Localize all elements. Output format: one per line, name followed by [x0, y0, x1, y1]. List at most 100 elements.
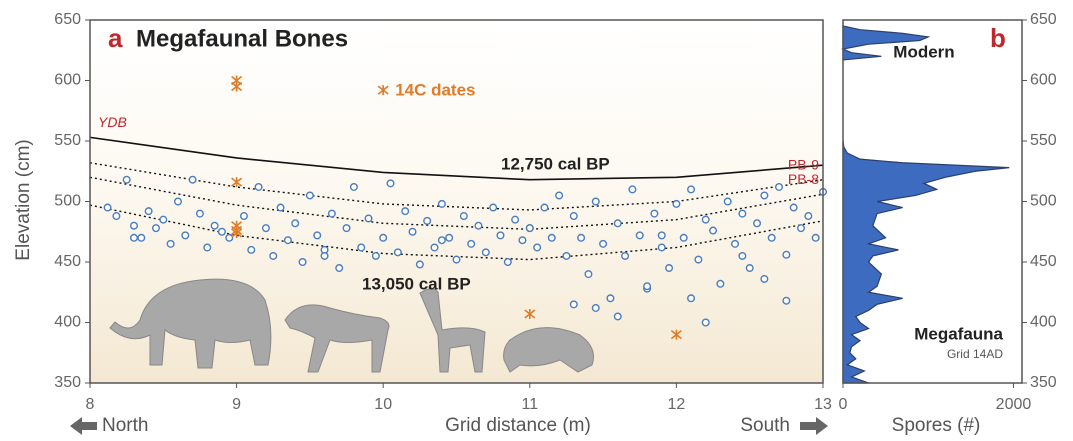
bone-point: [591, 303, 600, 312]
x-tick-label: 11: [521, 396, 538, 413]
boundary-label: PB-8: [788, 171, 819, 187]
bone-point: [687, 185, 696, 194]
bone-point: [709, 226, 718, 235]
bone-point: [261, 224, 270, 233]
bone-point: [371, 251, 380, 260]
bone-point: [276, 203, 285, 212]
frame-b: [842, 19, 1023, 384]
x-tick-label: 10: [374, 396, 392, 413]
bone-point: [459, 212, 468, 221]
direction-label: North: [102, 415, 148, 436]
y-tick-label: 450: [1030, 253, 1057, 270]
bone-point: [291, 219, 300, 228]
x-tick-label: 8: [86, 396, 95, 413]
x-axis-label: Grid distance (m): [445, 415, 591, 436]
bone-point: [782, 296, 791, 305]
x-tick-label: 12: [668, 396, 686, 413]
bone-point: [738, 209, 747, 218]
bone-point: [753, 219, 762, 228]
bone-point: [151, 224, 160, 233]
bone-point: [129, 221, 138, 230]
x-tick-label: 0: [839, 396, 848, 413]
bone-point: [657, 243, 666, 252]
y-tick-label: 400: [1030, 314, 1057, 331]
bone-point: [701, 215, 710, 224]
bone-point: [254, 182, 263, 191]
arrow-left: [70, 417, 97, 435]
annotation: 12,750 cal BP: [501, 154, 610, 173]
bone-point: [694, 255, 703, 264]
bone-point: [386, 179, 395, 188]
bone-point: [159, 215, 168, 224]
bone-point: [364, 214, 373, 223]
bone-point: [408, 227, 417, 236]
bone-point: [173, 197, 182, 206]
y-tick-label: 450: [54, 253, 81, 270]
bone-point: [305, 191, 314, 200]
bone-point: [225, 233, 234, 242]
x-axis-label: Spores (#): [892, 415, 981, 436]
bone-point: [217, 227, 226, 236]
bone-point: [584, 270, 593, 279]
bone-point: [672, 199, 681, 208]
bone-point: [181, 231, 190, 240]
spore-area: [842, 140, 1010, 384]
bone-point: [525, 224, 534, 233]
bone-point: [518, 236, 527, 245]
bone-point: [591, 197, 600, 206]
bone-point: [342, 224, 351, 233]
bone-point: [804, 212, 813, 221]
bone-point: [643, 282, 652, 291]
date-point: [231, 81, 243, 92]
boundary-label: YDB: [98, 114, 127, 130]
bone-point: [723, 197, 732, 206]
x-tick-label: 9: [232, 396, 241, 413]
bone-point: [195, 209, 204, 218]
animal-silhouettes: [109, 278, 594, 373]
series-label: Modern: [893, 42, 954, 61]
y-tick-label: 650: [54, 11, 81, 28]
legend-label: 14C dates: [395, 81, 475, 100]
bone-point: [166, 239, 175, 248]
bone-point: [635, 231, 644, 240]
bone-point: [239, 212, 248, 221]
bone-point: [789, 203, 798, 212]
bone-point: [481, 248, 490, 257]
panel-letter: b: [990, 23, 1006, 53]
bone-point: [452, 255, 461, 264]
y-tick-label: 600: [54, 72, 81, 89]
bone-point: [731, 239, 740, 248]
bone-point: [533, 243, 542, 252]
bone-point: [621, 251, 630, 260]
y-tick-label: 650: [1030, 11, 1057, 28]
bone-point: [298, 258, 307, 267]
y-tick-label: 350: [54, 374, 81, 391]
bone-point: [562, 251, 571, 260]
bone-point: [112, 212, 121, 221]
bone-point: [203, 243, 212, 252]
bone-point: [247, 245, 256, 254]
bone-point: [511, 215, 520, 224]
bone-point: [415, 260, 424, 269]
panel-a: 350 400 450 500 550 600 650 8 9 10 11 12 13 YDB PB-9PB…: [54, 11, 832, 413]
bone-point: [335, 264, 344, 273]
y-axis-label: Elevation (cm): [13, 139, 34, 260]
bone-point: [122, 175, 131, 184]
arrow-right: [800, 417, 828, 435]
chart-title: Megafaunal Bones: [136, 25, 348, 52]
bone-point: [613, 219, 622, 228]
bone-point: [423, 216, 432, 225]
bone-point: [210, 221, 219, 230]
bone-point: [401, 207, 410, 216]
y-tick-label: 600: [1030, 72, 1057, 89]
annotation: 13,050 cal BP: [362, 274, 471, 293]
bone-point: [437, 236, 446, 245]
panel-letter: a: [108, 23, 123, 53]
y-tick-label: 400: [54, 314, 81, 331]
bone-point: [320, 251, 329, 260]
bone-point: [188, 175, 197, 184]
direction-label: South: [740, 415, 790, 436]
bone-point: [393, 248, 402, 257]
bone-point: [745, 264, 754, 273]
